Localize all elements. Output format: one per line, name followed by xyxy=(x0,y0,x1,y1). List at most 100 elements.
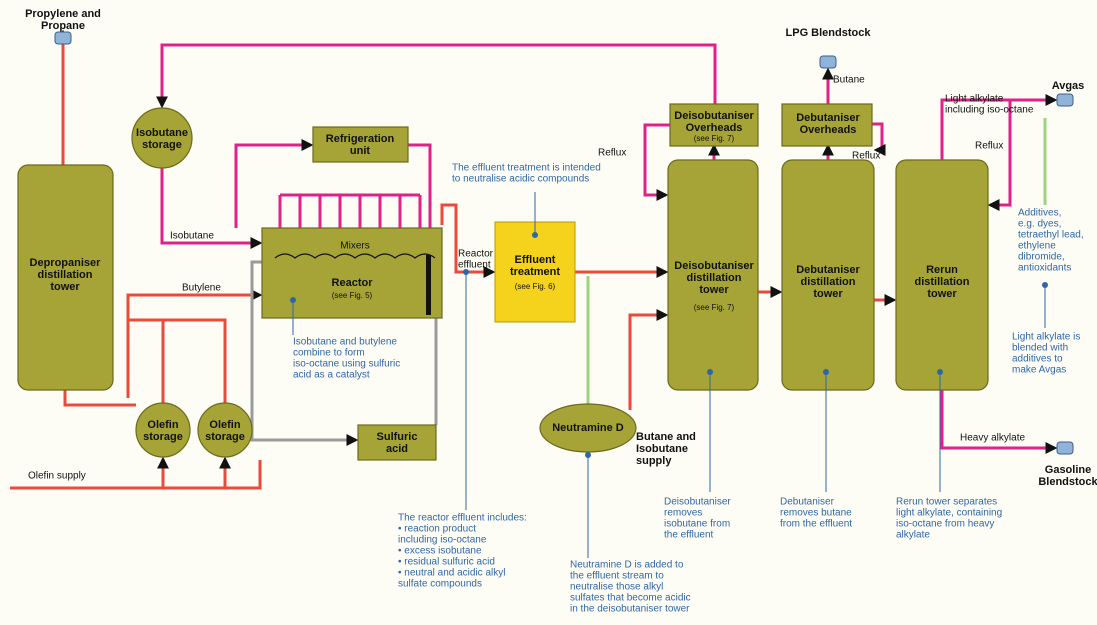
label: Isobutane xyxy=(170,231,214,242)
label: distillation xyxy=(915,276,970,288)
label: isobutane from xyxy=(664,519,730,530)
label: Debutaniser xyxy=(780,497,835,508)
label: Neutramine D xyxy=(552,422,624,434)
label: unit xyxy=(350,145,370,157)
label: iso-octane using sulfuric xyxy=(293,359,400,370)
label: storage xyxy=(205,431,245,443)
label: (see Fig. 7) xyxy=(694,134,735,143)
label: e.g. dyes, xyxy=(1018,219,1061,230)
label: Heavy alkylate xyxy=(960,433,1025,444)
label: tower xyxy=(50,281,80,293)
label: Isobutane xyxy=(636,443,688,455)
pipes xyxy=(10,29,1058,490)
label: additives to xyxy=(1012,354,1063,365)
label: storage xyxy=(143,431,183,443)
label: antioxidants xyxy=(1018,263,1071,274)
label: Butylene xyxy=(182,283,221,294)
label: Isobutane and butylene xyxy=(293,337,397,348)
label: Reflux xyxy=(975,141,1003,152)
label: sulfate compounds xyxy=(398,579,482,590)
label: blended with xyxy=(1012,343,1068,354)
label: alkylate xyxy=(896,530,930,541)
label: • reaction product xyxy=(398,524,476,535)
label: Avgas xyxy=(1052,80,1085,92)
label: sulfates that become acidic xyxy=(570,593,691,604)
label: light alkylate, containing xyxy=(896,508,1002,519)
label: acid as a catalyst xyxy=(293,370,370,381)
label: Olefin xyxy=(209,419,240,431)
label: Refrigeration xyxy=(326,133,395,145)
label: (see Fig. 6) xyxy=(515,282,556,291)
label: the effluent stream to xyxy=(570,571,664,582)
label: ethylene xyxy=(1018,241,1056,252)
label: • residual sulfuric acid xyxy=(398,557,495,568)
label: including iso-octane xyxy=(398,535,487,546)
label: Depropaniser xyxy=(30,257,102,269)
label: combine to form xyxy=(293,348,365,359)
equipment xyxy=(17,31,1074,461)
label: Mixers xyxy=(340,241,369,252)
label: Blendstock xyxy=(1038,476,1097,488)
label: distillation xyxy=(801,276,856,288)
label: Reactor xyxy=(332,277,374,289)
label: iso-octane from heavy xyxy=(896,519,994,530)
label: neutralise those alkyl xyxy=(570,582,663,593)
label: including iso-octane xyxy=(945,105,1034,116)
label: acid xyxy=(386,443,408,455)
label: Light alkylate xyxy=(945,94,1004,105)
label: Reflux xyxy=(852,151,880,162)
label: Neutramine D is added to xyxy=(570,560,684,571)
label: Additives, xyxy=(1018,208,1061,219)
label: LPG Blendstock xyxy=(786,27,872,39)
label: Debutaniser xyxy=(796,112,860,124)
label: Olefin supply xyxy=(28,471,86,482)
label: • excess isobutane xyxy=(398,546,482,557)
label: treatment xyxy=(510,266,560,278)
label: in the deisobutaniser tower xyxy=(570,604,690,615)
label: Effluent xyxy=(515,254,556,266)
label: storage xyxy=(142,139,182,151)
label: the effluent xyxy=(664,530,714,541)
label: tetraethyl lead, xyxy=(1018,230,1084,241)
label: (see Fig. 5) xyxy=(332,291,373,300)
label: Light alkylate is xyxy=(1012,332,1080,343)
label: Debutaniser xyxy=(796,264,860,276)
pointers xyxy=(290,192,1048,558)
label: Sulfuric xyxy=(377,431,418,443)
label: • neutral and acidic alkyl xyxy=(398,568,505,579)
label: from the effluent xyxy=(780,519,852,530)
label: tower xyxy=(699,284,729,296)
label: Reactor xyxy=(458,249,494,260)
label: effluent xyxy=(458,260,491,271)
label: supply xyxy=(636,455,672,467)
label: (see Fig. 7) xyxy=(694,303,735,312)
label: Rerun tower separates xyxy=(896,497,997,508)
label: The effluent treatment is intended xyxy=(452,163,601,174)
label: Rerun xyxy=(926,264,958,276)
label: Overheads xyxy=(686,122,743,134)
label: Butane xyxy=(833,75,865,86)
label: Deisobutaniser xyxy=(674,260,754,272)
label: Gasoline xyxy=(1045,464,1091,476)
label: distillation xyxy=(38,269,93,281)
label: to neutralise acidic compounds xyxy=(452,174,589,185)
label: tower xyxy=(813,288,843,300)
label: Isobutane xyxy=(136,127,188,139)
label: Propylene and xyxy=(25,8,101,20)
label: Overheads xyxy=(800,124,857,136)
label: tower xyxy=(927,288,957,300)
label: The reactor effluent includes: xyxy=(398,513,527,524)
label: removes butane xyxy=(780,508,852,519)
label: Butane and xyxy=(636,431,696,443)
label: Deisobutaniser xyxy=(664,497,731,508)
label: Propane xyxy=(41,20,85,32)
label: distillation xyxy=(687,272,742,284)
label: dibromide, xyxy=(1018,252,1065,263)
label: Deisobutaniser xyxy=(674,110,754,122)
label: Reflux xyxy=(598,148,626,159)
label: make Avgas xyxy=(1012,365,1066,376)
label: Olefin xyxy=(147,419,178,431)
labels: DepropaniserdistillationtowerIsobutanest… xyxy=(25,8,1097,615)
label: removes xyxy=(664,508,702,519)
